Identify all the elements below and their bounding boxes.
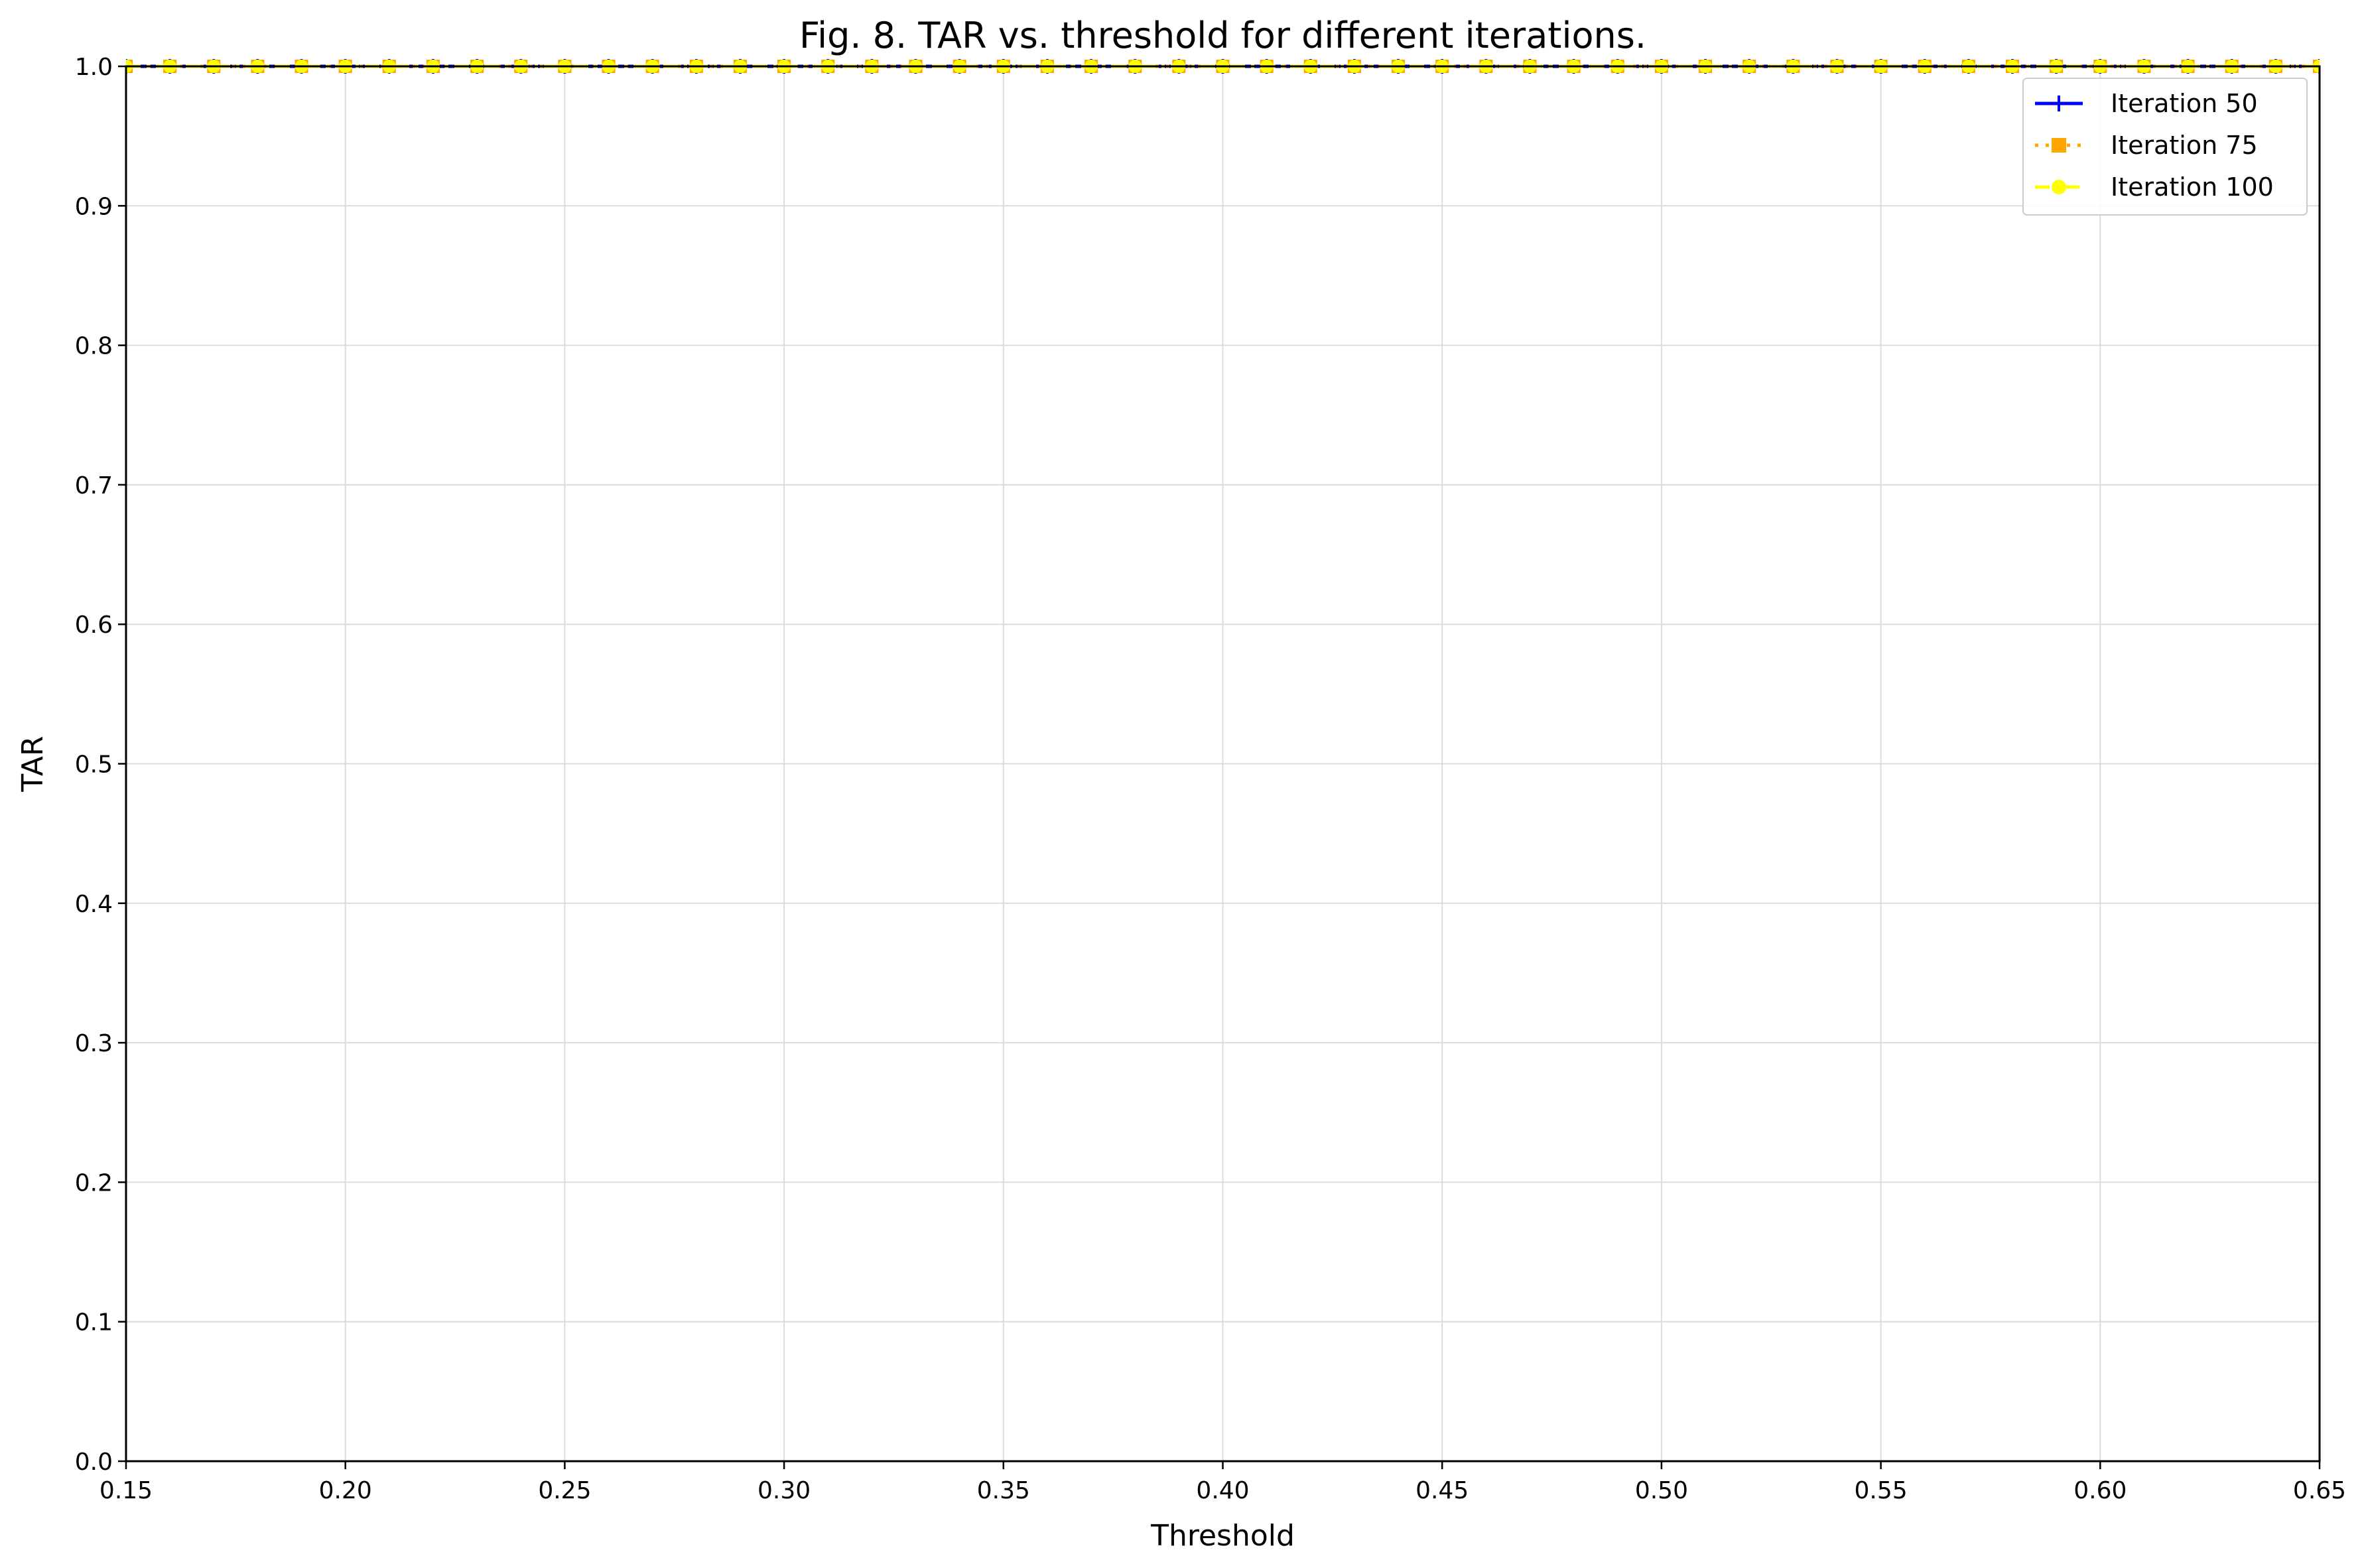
y-tick-label: 0.5 — [75, 751, 113, 779]
x-tick-label: 0.60 — [2073, 1477, 2127, 1504]
axis-ticks: 0.15 0.20 0.25 0.30 0.35 0.40 0.45 0.50 0.55 0.60… — [75, 54, 2346, 1504]
marker-legend-swatch — [2052, 138, 2066, 153]
y-tick-label: 0.2 — [75, 1169, 113, 1197]
x-tick-label: 0.40 — [1196, 1477, 1249, 1504]
x-axis-label: Threshold — [1150, 1519, 1295, 1553]
y-tick-label: 0.4 — [75, 891, 113, 918]
legend-entry: Iteration 75 — [2035, 131, 2258, 160]
y-tick-label: 0.6 — [75, 612, 113, 639]
legend-label: Iteration 50 — [2111, 89, 2258, 118]
y-tick-label: 1.0 — [75, 54, 113, 81]
marker-legend-swatch — [2051, 96, 2067, 111]
x-tick-label: 0.45 — [1415, 1477, 1469, 1504]
x-tick-label: 0.55 — [1855, 1477, 1908, 1504]
legend: Iteration 50 Iteration 75 Iteration 100 — [2022, 78, 2308, 216]
y-tick-label: 0.7 — [75, 472, 113, 499]
legend-entry: Iteration 100 — [2035, 172, 2274, 202]
marker-legend-swatch — [2052, 180, 2066, 194]
x-tick-label: 0.35 — [977, 1477, 1030, 1504]
y-tick-label: 0.1 — [75, 1309, 113, 1337]
x-tick-label: 0.65 — [2293, 1477, 2346, 1504]
x-tick-label: 0.25 — [538, 1477, 591, 1504]
y-tick-label: 0.3 — [75, 1030, 113, 1057]
chart-title: Fig. 8. TAR vs. threshold for different … — [799, 15, 1646, 56]
legend-box — [2022, 78, 2308, 216]
y-tick-label: 0.9 — [75, 193, 113, 220]
y-tick-label: 0.8 — [75, 333, 113, 360]
x-tick-label: 0.50 — [1635, 1477, 1688, 1504]
legend-label: Iteration 75 — [2111, 131, 2258, 160]
x-tick-label: 0.30 — [757, 1477, 811, 1504]
x-tick-label: 0.15 — [99, 1477, 153, 1504]
y-tick-label: 0.0 — [75, 1449, 113, 1476]
legend-entry: Iteration 50 — [2035, 89, 2258, 118]
y-axis-label: TAR — [16, 736, 50, 792]
legend-label: Iteration 100 — [2111, 172, 2274, 202]
x-tick-label: 0.20 — [319, 1477, 372, 1504]
